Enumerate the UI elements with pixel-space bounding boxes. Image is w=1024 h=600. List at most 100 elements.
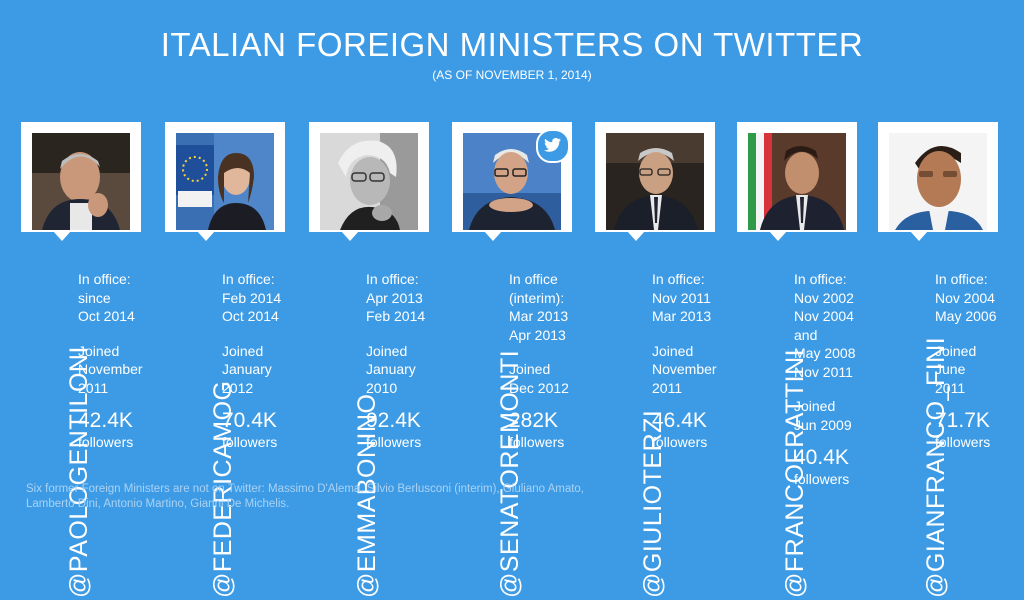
twitter-handle[interactable]: @PAOLOGENTILONI: [65, 346, 93, 598]
photo-frame: [737, 122, 857, 232]
joined-label: Joined: [78, 342, 120, 359]
minister-info: In office: Apr 2013 Feb 2014 Joined Janu…: [366, 270, 456, 451]
minister-info: In office: since Oct 2014 Joined Novembe…: [78, 270, 168, 451]
joined-line: 2011: [935, 379, 966, 396]
followers-count: 282K: [509, 409, 559, 432]
followers-count: 92.4K: [366, 409, 421, 432]
office-label: In office:: [78, 271, 131, 287]
joined-line: 2012: [222, 379, 254, 396]
footnote: Six former Foreign Ministers are not on …: [26, 483, 585, 510]
page-subtitle: (AS OF NOVEMBER 1, 2014): [432, 68, 592, 82]
minister-info: In office (interim): Mar 2013 Apr 2013 J…: [509, 270, 599, 451]
joined-line: 2011: [78, 379, 109, 396]
joined-line: 2011: [652, 379, 683, 396]
office-line: Nov 2011: [794, 363, 853, 380]
photo-frame: [595, 122, 715, 232]
office-line: Nov 2002: [794, 289, 854, 306]
photo-frame: [452, 122, 572, 232]
office-label: In office:: [935, 271, 988, 287]
minister-card-1: @FEDERICAMOG In office: Feb 2014 Oct 201…: [163, 122, 305, 598]
minister-photo: [748, 133, 846, 230]
followers-count: 40.4K: [794, 446, 849, 469]
office-line: Apr 2013: [366, 289, 423, 306]
minister-photo: [176, 133, 274, 230]
card-pointer: [53, 231, 71, 241]
followers-count: 42.4K: [78, 409, 133, 432]
office-label: In office:: [366, 271, 419, 287]
office-label: In office: [509, 271, 558, 287]
office-line: Feb 2014: [366, 308, 426, 324]
office-line: Mar 2013: [652, 308, 712, 324]
joined-label: Joined: [509, 361, 551, 377]
joined-line: 2010: [366, 379, 398, 396]
office-line: May 2006: [935, 308, 997, 324]
office-line: Oct 2014: [222, 308, 279, 324]
joined-label: Joined: [935, 342, 977, 359]
minister-info: In office: Nov 2011 Mar 2013 Joined Nove…: [652, 270, 742, 451]
followers-label: followers: [935, 434, 991, 450]
minister-photo: [606, 133, 704, 230]
card-pointer: [484, 231, 502, 241]
minister-photo: [320, 133, 418, 230]
minister-photo: [32, 133, 130, 230]
card-pointer: [341, 231, 359, 241]
followers-count: 46.4K: [652, 409, 707, 432]
twitter-bird-icon: [536, 129, 570, 163]
followers-label: followers: [222, 434, 278, 450]
minister-card-6: @GIANFRANCO_FINI In office: Nov 2004 May…: [876, 122, 1018, 598]
followers-label: followers: [509, 434, 565, 450]
office-label: In office:: [222, 271, 275, 287]
twitter-handle[interactable]: @FEDERICAMOG: [209, 380, 237, 599]
joined-label: Joined: [652, 342, 694, 359]
followers-count: 71.7K: [935, 409, 990, 432]
twitter-handle[interactable]: @GIANFRANCO_FINI: [922, 336, 950, 598]
photo-frame: [309, 122, 429, 232]
twitter-handle[interactable]: @FRANCOFRATTINI: [781, 348, 809, 598]
minister-info: In office: Nov 2002 Nov 2004 and May 200…: [794, 270, 884, 488]
office-line: and: [794, 326, 818, 343]
card-pointer: [197, 231, 215, 241]
minister-card-0: @PAOLOGENTILONI In office: since Oct 201…: [19, 122, 161, 598]
office-label: In office:: [652, 271, 705, 287]
minister-info: In office: Feb 2014 Oct 2014 Joined Janu…: [222, 270, 312, 451]
card-pointer: [627, 231, 645, 241]
office-line: (interim):: [509, 289, 565, 306]
minister-card-2: @EMMABONINO In office: Apr 2013 Feb 2014…: [307, 122, 449, 598]
joined-line: Dec 2012: [509, 379, 569, 396]
office-line: Apr 2013: [509, 326, 566, 343]
joined-label: Joined: [366, 342, 408, 359]
page-title: ITALIAN FOREIGN MINISTERS ON TWITTER: [160, 26, 864, 63]
twitter-handle[interactable]: @SENATOREMONTI: [496, 349, 524, 598]
minister-info: In office: Nov 2004 May 2006 Joined June…: [935, 270, 1024, 451]
minister-card-3: @SENATOREMONTI In office (interim): Mar …: [450, 122, 592, 598]
minister-card-4: @GIULIOTERZI In office: Nov 2011 Mar 201…: [593, 122, 735, 598]
card-pointer: [910, 231, 928, 241]
minister-photo: [889, 133, 987, 230]
office-line: Mar 2013: [509, 308, 569, 324]
joined-line: Jun 2009: [794, 416, 852, 433]
joined-label: Joined: [222, 342, 264, 359]
followers-label: followers: [78, 434, 134, 450]
office-line: Feb 2014: [222, 289, 282, 306]
office-line: Oct 2014: [78, 308, 135, 324]
office-line: Nov 2011: [652, 289, 711, 306]
joined-line: January: [366, 361, 416, 377]
minister-card-5: @FRANCOFRATTINI In office: Nov 2002 Nov …: [735, 122, 877, 598]
office-line: May 2008: [794, 345, 856, 361]
office-line: since: [78, 289, 111, 306]
office-line: Nov 2004: [794, 308, 854, 324]
joined-label: Joined: [794, 398, 836, 414]
office-label: In office:: [794, 271, 847, 287]
card-pointer: [769, 231, 787, 241]
photo-frame: [21, 122, 141, 232]
photo-frame: [878, 122, 998, 232]
followers-label: followers: [366, 434, 422, 450]
joined-line: June: [935, 361, 966, 377]
joined-line: January: [222, 361, 272, 377]
followers-label: followers: [794, 471, 850, 487]
photo-frame: [165, 122, 285, 232]
twitter-handle[interactable]: @GIULIOTERZI: [639, 409, 667, 598]
twitter-handle[interactable]: @EMMABONINO: [353, 393, 381, 599]
office-line: Nov 2004: [935, 289, 995, 306]
followers-label: followers: [652, 434, 708, 450]
